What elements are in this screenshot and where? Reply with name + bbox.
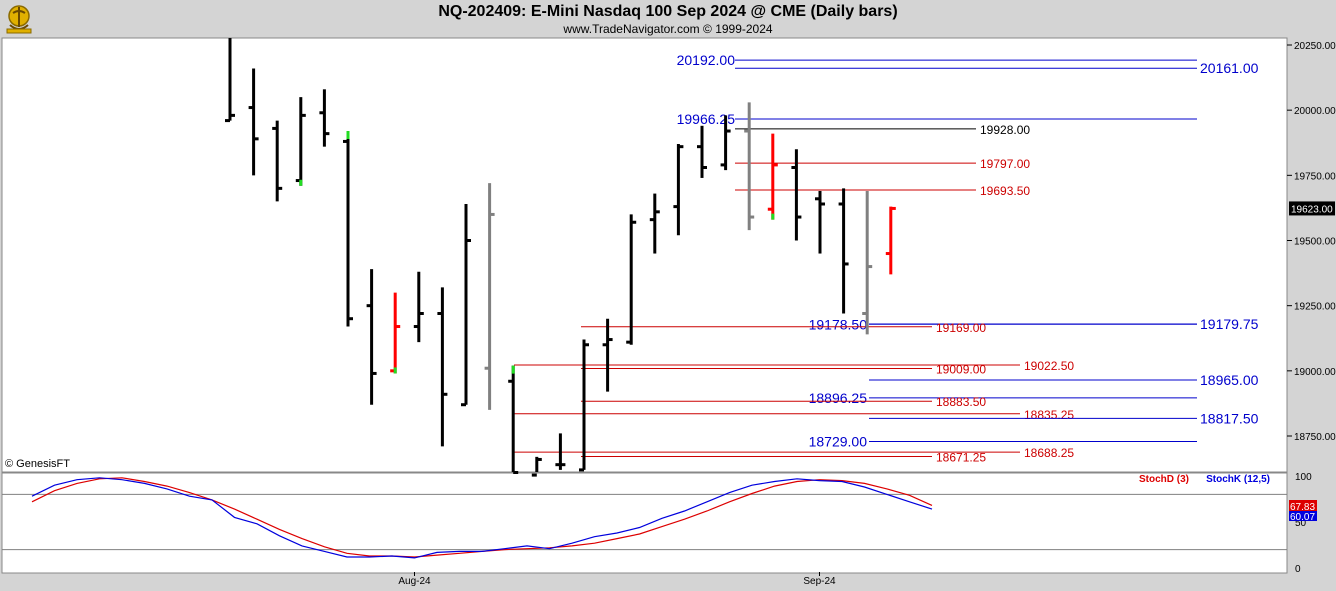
y-tick-label: 19750.00 (1294, 171, 1336, 182)
x-tick-label: Aug-24 (398, 576, 431, 587)
ohlc-bar (319, 89, 330, 147)
level-label: 18835.25 (1024, 408, 1074, 422)
ohlc-bar (862, 190, 873, 335)
chart-subtitle: www.TradeNavigator.com © 1999-2024 (563, 22, 773, 36)
level-label: 18817.50 (1200, 410, 1259, 426)
level-label: 18671.25 (936, 451, 986, 465)
y-tick-label: 18750.00 (1294, 432, 1336, 443)
ohlc-bar (555, 433, 566, 470)
stoch-tick-label: 0 (1295, 564, 1301, 575)
ohlc-bar (815, 190, 825, 254)
level-label: 19797.00 (980, 157, 1030, 171)
level-label: 19928.00 (980, 123, 1030, 137)
ohlc-bar (366, 269, 377, 405)
level-label: 19966.25 (677, 111, 736, 127)
ohlc-bar (767, 133, 778, 220)
ohlc-bar (838, 188, 849, 314)
ohlc-bar (720, 115, 731, 171)
price-levels: 20192.00 20161.00 19966.25 19928.00 19797.00… (514, 52, 1259, 465)
stochk-line (31, 477, 933, 559)
y-tick-label: 19000.00 (1294, 367, 1336, 378)
legend-stochd: StochD (3) (1139, 474, 1189, 485)
level-label: 19178.50 (809, 316, 868, 332)
ohlc-bar (390, 292, 401, 374)
ohlc-bar (461, 204, 471, 407)
stochd-last-label: 67.83 (1290, 502, 1315, 513)
ohlc-bar (744, 102, 755, 231)
y-tick-label: 20000.00 (1294, 106, 1336, 117)
level-label: 20192.00 (677, 52, 736, 68)
level-label: 19169.00 (936, 321, 986, 335)
level-label: 19179.75 (1200, 316, 1259, 332)
level-label: 18896.25 (809, 390, 868, 406)
ohlc-bar (413, 271, 424, 343)
stoch-tick-label: 50 (1295, 518, 1307, 529)
stochd-last-box (1289, 500, 1317, 512)
ohlc-bar (248, 68, 259, 176)
last-price-label: 19623.00 (1291, 204, 1333, 215)
ohlc-bar (885, 206, 896, 275)
stochk-last-label: 60.07 (1290, 512, 1315, 523)
ohlc-bar (508, 365, 519, 474)
level-label: 18965.00 (1200, 372, 1259, 388)
level-label: 19693.50 (980, 184, 1030, 198)
ohlc-bar (272, 120, 283, 202)
stochk-last-box (1289, 511, 1317, 521)
price-axis: 20250.00 20000.00 19750.00 19500.00 19250.00… (1287, 41, 1336, 443)
stoch-panel (1, 472, 1288, 574)
ohlc-bar (343, 131, 353, 327)
logo-icon (4, 3, 34, 35)
chart-title: NQ-202409: E-Mini Nasdaq 100 Sep 2024 @ … (438, 3, 898, 20)
price-panel (1, 37, 1288, 473)
last-price-box (1289, 201, 1335, 216)
y-tick-label: 20250.00 (1294, 41, 1336, 52)
ohlc-bar (437, 287, 448, 447)
level-label: 18883.50 (936, 395, 986, 409)
x-tick-label: Sep-24 (803, 576, 836, 587)
ohlc-bar (791, 149, 802, 241)
legend-stochk: StochK (12,5) (1206, 474, 1270, 485)
price-bars (225, 38, 896, 477)
credit-label: © GenesisFT (5, 458, 70, 470)
level-label: 19022.50 (1024, 359, 1074, 373)
ohlc-bar (697, 125, 707, 178)
y-tick-label: 19500.00 (1294, 237, 1336, 248)
level-label: 20161.00 (1200, 60, 1259, 76)
ohlc-bar (225, 38, 235, 123)
ohlc-bar (484, 183, 495, 410)
ohlc-bar (649, 193, 660, 254)
ohlc-bar (579, 339, 589, 472)
ohlc-bar (673, 144, 684, 236)
ohlc-bar (602, 318, 613, 392)
ohlc-bar (295, 97, 306, 186)
stoch-tick-label: 100 (1295, 472, 1312, 483)
level-label: 19009.00 (936, 362, 986, 376)
y-tick-label: 19250.00 (1294, 302, 1336, 313)
level-label: 18729.00 (809, 433, 868, 449)
ohlc-bar (531, 456, 542, 477)
ohlc-bar (626, 214, 637, 345)
level-label: 18688.25 (1024, 446, 1074, 460)
